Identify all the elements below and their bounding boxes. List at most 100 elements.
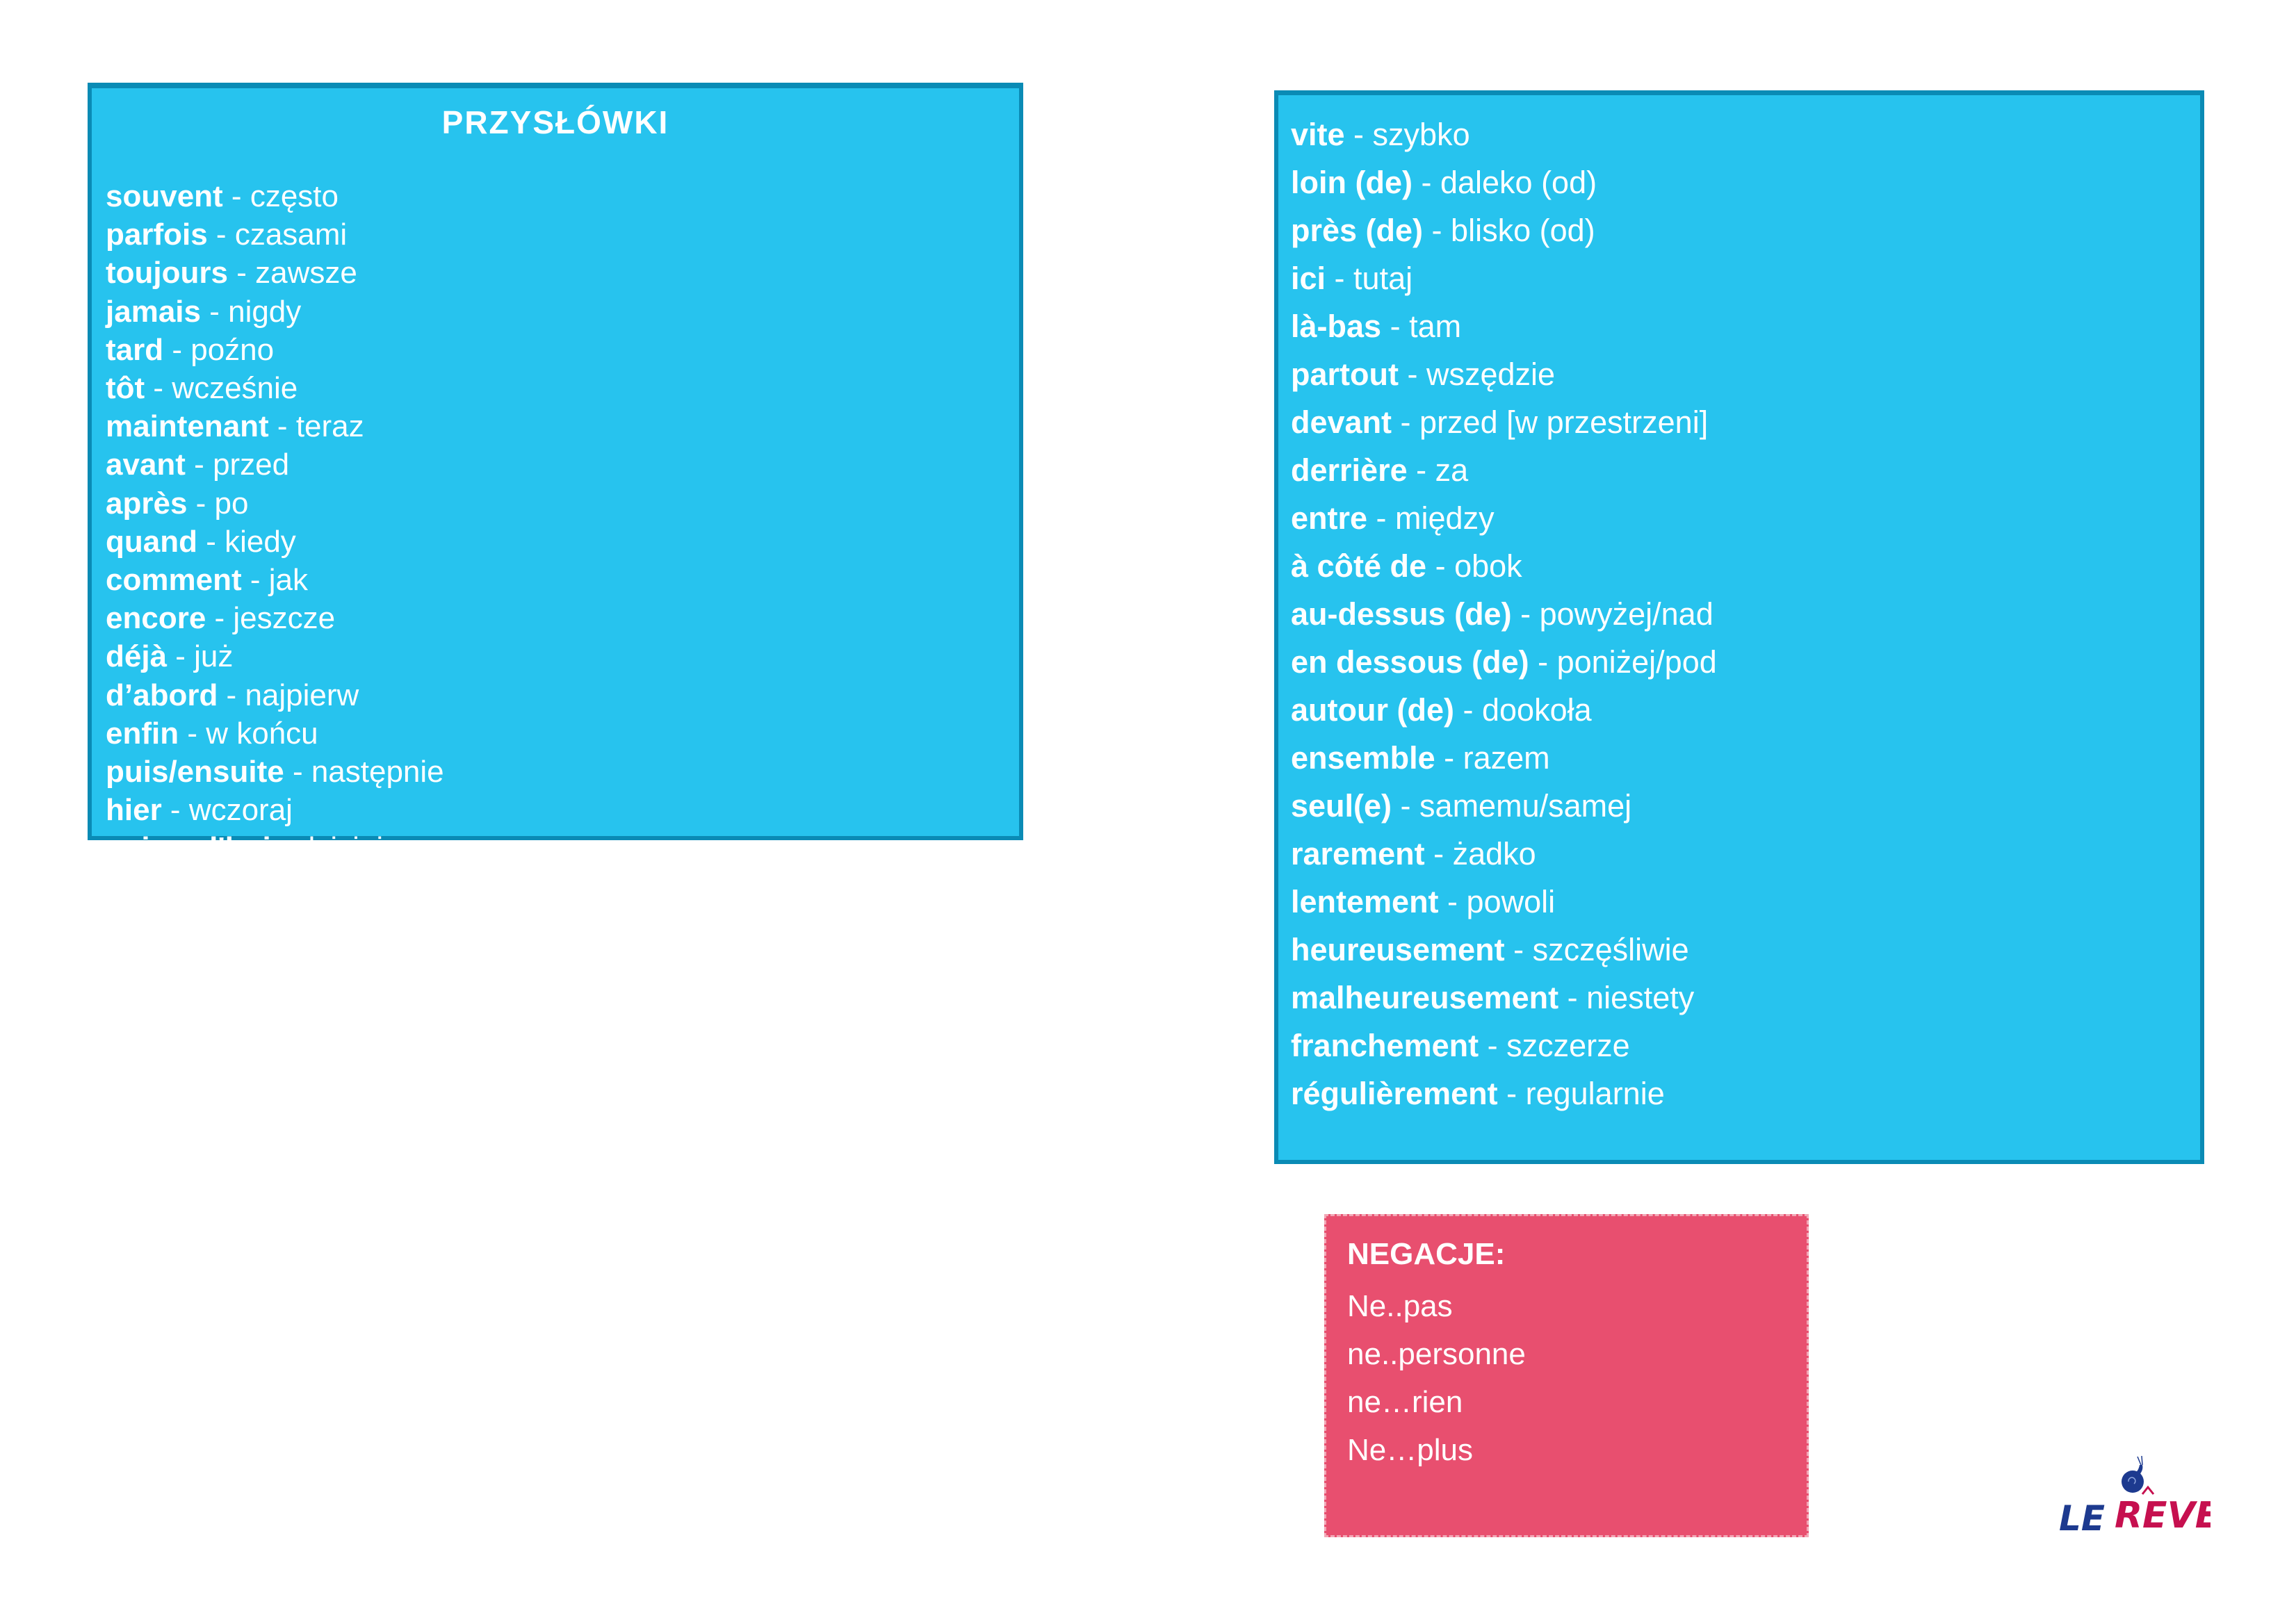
- polish-translation: regularnie: [1525, 1076, 1665, 1111]
- french-word: au-dessus (de): [1291, 596, 1512, 632]
- polish-translation: już: [194, 639, 234, 674]
- polish-translation: obok: [1454, 548, 1522, 584]
- separator: -: [1381, 309, 1410, 344]
- french-word: parfois: [106, 218, 208, 252]
- vocab-entry: longuement - długo: [106, 983, 743, 1021]
- polish-translation: powyżej/nad: [1539, 596, 1713, 632]
- polish-translation: daleko (od): [1440, 165, 1597, 200]
- separator: -: [233, 1410, 261, 1445]
- vocab-entry: peut-être - może: [106, 1450, 743, 1496]
- polish-translation: często: [250, 179, 339, 213]
- french-word: là-bas: [1291, 309, 1382, 344]
- polish-translation: może: [263, 1455, 339, 1490]
- polish-translation: szybko: [1372, 117, 1470, 152]
- separator: -: [167, 639, 195, 674]
- polish-translation: blisko (od): [1451, 213, 1595, 248]
- vocab-entry: maintenant - teraz: [106, 407, 743, 445]
- polish-translation: raczej: [218, 1177, 300, 1211]
- separator: -: [185, 448, 213, 482]
- separator: -: [206, 601, 234, 636]
- polish-translation: naprawdę: [260, 1410, 395, 1445]
- french-word: heureusement: [1291, 932, 1505, 967]
- separator: -: [1529, 644, 1557, 680]
- separator: -: [1398, 357, 1426, 392]
- polish-translation: przed: [213, 448, 290, 482]
- adverbs-panel-2: vite - szybko loin (de) - daleko (od) près…: [1274, 90, 2204, 1164]
- french-word: bientôt: [106, 908, 208, 942]
- separator: -: [204, 947, 231, 981]
- vocab-entry: aussi - również: [106, 1328, 743, 1366]
- separator: -: [279, 985, 307, 1019]
- polish-translation: przede wszystkim: [238, 1215, 480, 1250]
- vocab-entry: souvent - często: [106, 177, 743, 215]
- vocab-entry: là-bas - tam: [1291, 302, 1717, 350]
- vocab-entry: tard - poźno: [106, 331, 743, 369]
- french-word: aussi: [106, 1330, 184, 1365]
- separator: -: [287, 1023, 315, 1058]
- vocab-entry: franchement - szczerze: [1291, 1022, 1717, 1070]
- separator: -: [1497, 1076, 1526, 1111]
- separator: -: [236, 1455, 264, 1490]
- french-word: souvent: [106, 179, 223, 213]
- vocab-entry: autour (de) - dookoła: [1291, 686, 1717, 734]
- negation-item: Ne…plus: [1347, 1433, 1473, 1467]
- french-word: partout: [1291, 357, 1399, 392]
- polish-translation: mniej: [222, 1099, 296, 1134]
- french-word: plus: [106, 1061, 169, 1096]
- separator: -: [1392, 788, 1420, 824]
- vocab-entry: à côté de - obok: [1291, 542, 1717, 590]
- separator: -: [1407, 452, 1435, 488]
- polish-translation: wcześnie: [172, 371, 298, 406]
- french-word: seul(e): [1291, 788, 1392, 824]
- vocab-entry: hier - wczoraj: [106, 791, 743, 829]
- polish-translation: to dlatego: [608, 1291, 744, 1326]
- polish-translation: poźno: [190, 332, 275, 367]
- separator: -: [161, 793, 189, 828]
- french-word: régulièrement: [1291, 1076, 1498, 1111]
- polish-translation: żadko: [1452, 836, 1536, 871]
- vocab-entry: au-dessus (de) - powyżej/nad: [1291, 590, 1717, 638]
- vocab-entry: demain - jutro: [106, 868, 743, 906]
- vocab-entry: malheureusement - niestety: [1291, 974, 1717, 1022]
- separator: -: [1504, 932, 1533, 967]
- vocab-entry: au moins - przynajmniej: [106, 1252, 743, 1290]
- separator: -: [1511, 596, 1540, 632]
- separator: -: [1344, 117, 1373, 152]
- vocab-entry: d’abord - najpierw: [106, 676, 743, 714]
- polish-translation: najpierw: [245, 678, 359, 712]
- vocab-entry: déjà - już: [106, 637, 743, 675]
- french-word: ensemble: [1291, 740, 1435, 776]
- vocab-entry: vite - szybko: [1291, 110, 1717, 158]
- vocab-entry: probablement - prawdopodobnie: [106, 1366, 743, 1404]
- french-word: demain: [106, 869, 213, 904]
- vocab-entry: lentement - powoli: [1291, 878, 1717, 926]
- french-word: près (de): [1291, 213, 1424, 248]
- polish-translation: poniżej/pod: [1556, 644, 1717, 680]
- french-word: d’abord: [106, 678, 218, 712]
- panel-title: PRZYSŁÓWKI: [441, 104, 669, 140]
- separator: -: [1424, 836, 1453, 871]
- polish-translation: szczerze: [1506, 1028, 1630, 1063]
- separator: -: [197, 524, 225, 559]
- vocab-entry: ici - tutaj: [1291, 254, 1717, 302]
- separator: -: [200, 294, 229, 329]
- vocab-entry: seul(e) - samemu/samej: [1291, 782, 1717, 830]
- french-word: devant: [1291, 404, 1392, 440]
- french-word: vite: [1291, 117, 1345, 152]
- vocab-entry: aujourd'hui - dzisiaj: [106, 829, 743, 867]
- vocab-entry: surtout - przede wszystkim: [106, 1213, 743, 1251]
- polish-translation: między: [1395, 500, 1495, 536]
- polish-translation: w końcu: [206, 716, 318, 751]
- polish-translation: teraz: [295, 409, 364, 444]
- vocab-entry: tôt - wcześnie: [106, 369, 743, 407]
- french-word: maintenant: [106, 409, 269, 444]
- vocab-entry: encore - jeszcze: [106, 599, 743, 637]
- vocab-entry: derrière - za: [1291, 446, 1717, 494]
- polish-translation: dzisiaj: [298, 831, 384, 866]
- vocab-entry: jamais - nigdy: [106, 293, 743, 331]
- vocab-entry: ensemble - razem: [1291, 734, 1717, 782]
- svg-text:LE: LE: [2059, 1498, 2105, 1536]
- french-word: assez: [106, 1138, 189, 1173]
- french-word: longuement: [106, 985, 279, 1019]
- french-word: peut-être: [106, 1455, 237, 1490]
